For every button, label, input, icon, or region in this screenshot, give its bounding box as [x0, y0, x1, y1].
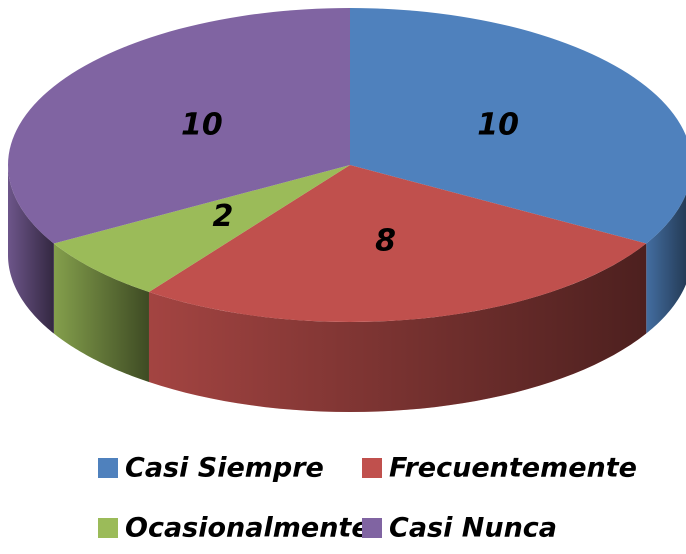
pie-sides [8, 165, 686, 412]
legend: Casi Siempre Frecuentemente Ocasionalmente… [98, 453, 637, 544]
data-label: 10 [477, 107, 519, 142]
pie-slice [350, 8, 686, 244]
legend-label: Casi Nunca [389, 513, 557, 544]
legend-swatch [98, 518, 118, 538]
legend-swatch [362, 518, 382, 538]
pie-slice [148, 165, 647, 322]
data-label: 8 [375, 223, 396, 258]
data-label: 10 [181, 107, 223, 142]
pie-side-shade [646, 194, 686, 334]
pie-slice [8, 8, 351, 244]
legend-swatch [362, 458, 382, 478]
legend-label: Ocasionalmente [125, 513, 370, 544]
legend-swatch [98, 458, 118, 478]
pie-tops [8, 8, 686, 322]
legend-label: Casi Siempre [125, 453, 324, 484]
data-labels: 10 8 2 10 [181, 107, 519, 258]
pie-side-shade [53, 243, 149, 383]
pie-slice [53, 165, 351, 293]
pie-side-shade [8, 165, 54, 334]
legend-label: Frecuentemente [389, 453, 637, 484]
data-label: 2 [212, 199, 233, 234]
pie-side-shade [148, 243, 647, 412]
